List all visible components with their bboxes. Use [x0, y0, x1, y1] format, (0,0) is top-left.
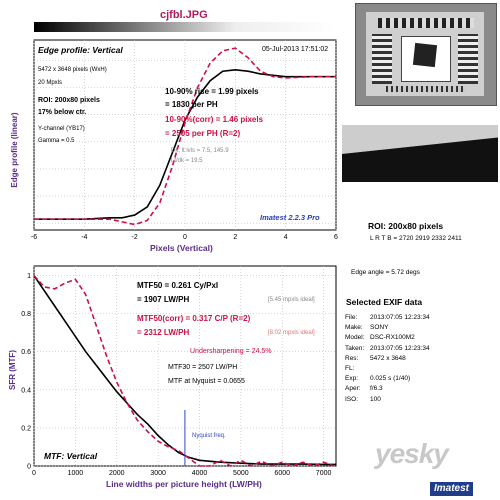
exif-row: FL:	[345, 364, 354, 374]
x-tick-label: 3000	[150, 470, 166, 477]
x-tick-label: 4000	[192, 470, 208, 477]
edge-ylabel: Edge profile (linear)	[10, 112, 19, 188]
mtf50-ideal: [5.45 mpxls ideal]	[268, 297, 315, 303]
exif-value: 100	[370, 395, 381, 403]
mtf-label: MTF: Vertical	[44, 451, 98, 461]
exif-value: DSC-RX100M2	[370, 334, 415, 342]
exif-table: File: 2013:07:05 12:23:34 Make: SONY Model…	[345, 313, 430, 405]
y-tick-label: 0.2	[21, 425, 31, 432]
exif-value: 5472 x 3648	[370, 354, 406, 362]
exif-title: Selected EXIF data	[346, 297, 423, 307]
roi-lrtb: L R T B = 2720 2919 2332 2411	[370, 235, 462, 242]
exif-row: Make: SONY	[345, 323, 388, 333]
x-tick-label: 4	[284, 234, 288, 241]
mtf50-corr-1: MTF50(corr) = 0.317 C/P (R=2)	[137, 314, 251, 323]
edge-xlabel: Pixels (Vertical)	[150, 243, 213, 253]
y-tick-label: 0.6	[21, 349, 31, 356]
exif-row: Res: 5472 x 3648	[345, 354, 406, 364]
dk-lt-2: Lt/dk = 19.5	[171, 158, 203, 164]
mtf-xlabel: Line widths per picture height (LW/PH)	[106, 479, 262, 489]
rise-line-1: 10-90% rise = 1.99 pixels	[165, 87, 259, 96]
corr-line-2: = 2505 per PH (R=2)	[165, 129, 241, 138]
series-line-measured	[34, 69, 336, 220]
exif-row: Model: DSC-RX100M2	[345, 333, 415, 343]
x-tick-label: 1000	[68, 470, 84, 477]
yesky-watermark: yesky	[375, 438, 449, 469]
mtf30: MTF30 = 2507 LW/PH	[168, 364, 238, 371]
series-line-corrected	[33, 274, 335, 467]
plot-frame	[33, 39, 337, 231]
roi-title: ROI: 200x80 pixels	[368, 221, 444, 231]
y-tick-label: 0.8	[21, 311, 31, 318]
y-tick-label: 1	[27, 273, 31, 280]
nyquist-label: Nyquist freq.	[192, 433, 226, 439]
file-title: cjfbl.JPG	[160, 9, 208, 21]
edge-panel-title: Edge profile: Vertical	[38, 45, 123, 55]
exif-key: Res:	[345, 354, 359, 362]
y-tick-label: 0	[27, 464, 31, 471]
exif-row: File: 2013:07:05 12:23:34	[345, 313, 430, 323]
x-tick-label: 2000	[109, 470, 125, 477]
exif-row: Exp: 0.025 s (1/40)	[345, 374, 410, 384]
gradient-strip	[34, 22, 336, 32]
rise-line-2: = 1830 per PH	[165, 100, 218, 109]
exif-key: Make:	[345, 324, 363, 332]
exif-key: Taken:	[345, 344, 365, 352]
exif-value: f/6.3	[370, 385, 383, 393]
exif-key: Aper:	[345, 385, 361, 393]
mtf50-corr-2: = 2312 LW/PH	[137, 328, 190, 337]
edge-angle: Edge angle = 5.72 degs	[351, 269, 420, 276]
exif-key: File:	[345, 314, 358, 321]
x-tick-label: 0	[183, 234, 187, 241]
dk-lt-1: Dk, lt lvls = 7.5, 145.9	[171, 148, 229, 154]
mtf50-line-1: MTF50 = 0.261 Cy/Pxl	[137, 281, 219, 290]
x-tick-label: 7000	[316, 470, 332, 477]
x-tick-label: 5000	[233, 470, 249, 477]
edge-gamma: Gamma = 0.5	[38, 138, 75, 144]
exif-value: 2013:07:05 12:23:34	[370, 344, 430, 352]
x-tick-label: 6	[334, 234, 338, 241]
exif-row: Taken: 2013:07:05 12:23:34	[345, 344, 430, 354]
imatest-logo: Imatest	[430, 482, 474, 496]
series-line-measured	[33, 275, 336, 466]
exif-value: 2013:07:05 12:23:34	[370, 314, 430, 321]
series-line-corrected	[34, 47, 336, 226]
x-tick-label: -2	[132, 234, 138, 241]
roi-crop-image	[342, 125, 498, 182]
edge-channel: Y-channel (YB17)	[38, 126, 85, 132]
corr-line-1: 10-90%(corr) = 1.46 pixels	[165, 115, 264, 124]
edge-info-1: 5472 x 3648 pixels (WxH)	[38, 67, 107, 73]
exif-key: ISO:	[345, 395, 359, 403]
mtf-ylabel: SFR (MTF)	[8, 350, 17, 390]
exif-key: FL:	[345, 365, 355, 373]
mtf-nyquist: MTF at Nyquist = 0.0655	[168, 378, 245, 385]
edge-info-2: 20 Mpxls	[38, 80, 63, 86]
exif-row: ISO: 100	[345, 395, 381, 405]
exif-row: Aper: f/6.3	[345, 384, 383, 394]
exif-value: SONY	[370, 324, 389, 332]
edge-below-ctr: 17% below ctr.	[38, 109, 87, 116]
y-tick-label: 0.4	[21, 387, 31, 394]
edge-roi: ROI: 200x80 pixels	[38, 97, 100, 104]
exif-key: Exp:	[345, 375, 359, 383]
x-tick-label: 2	[233, 234, 237, 241]
exif-key: Model:	[345, 334, 365, 342]
test-chart-thumbnail	[355, 3, 497, 106]
imatest-label: Imatest 2.2.3 Pro	[260, 213, 320, 222]
x-tick-label: -4	[81, 234, 87, 241]
edge-datetime: 05-Jul-2013 17:51:02	[262, 46, 329, 53]
x-tick-label: 0	[32, 470, 36, 477]
mtf50-line-2: = 1907 LW/PH	[137, 295, 190, 304]
exif-value: 0.025 s (1/40)	[370, 375, 411, 383]
mtf50-corr-ideal: [8.02 mpxls ideal]	[268, 330, 315, 336]
undersharpening: Undersharpening = 24.5%	[190, 348, 272, 355]
x-tick-label: 6000	[274, 470, 290, 477]
x-tick-label: -6	[31, 234, 37, 241]
